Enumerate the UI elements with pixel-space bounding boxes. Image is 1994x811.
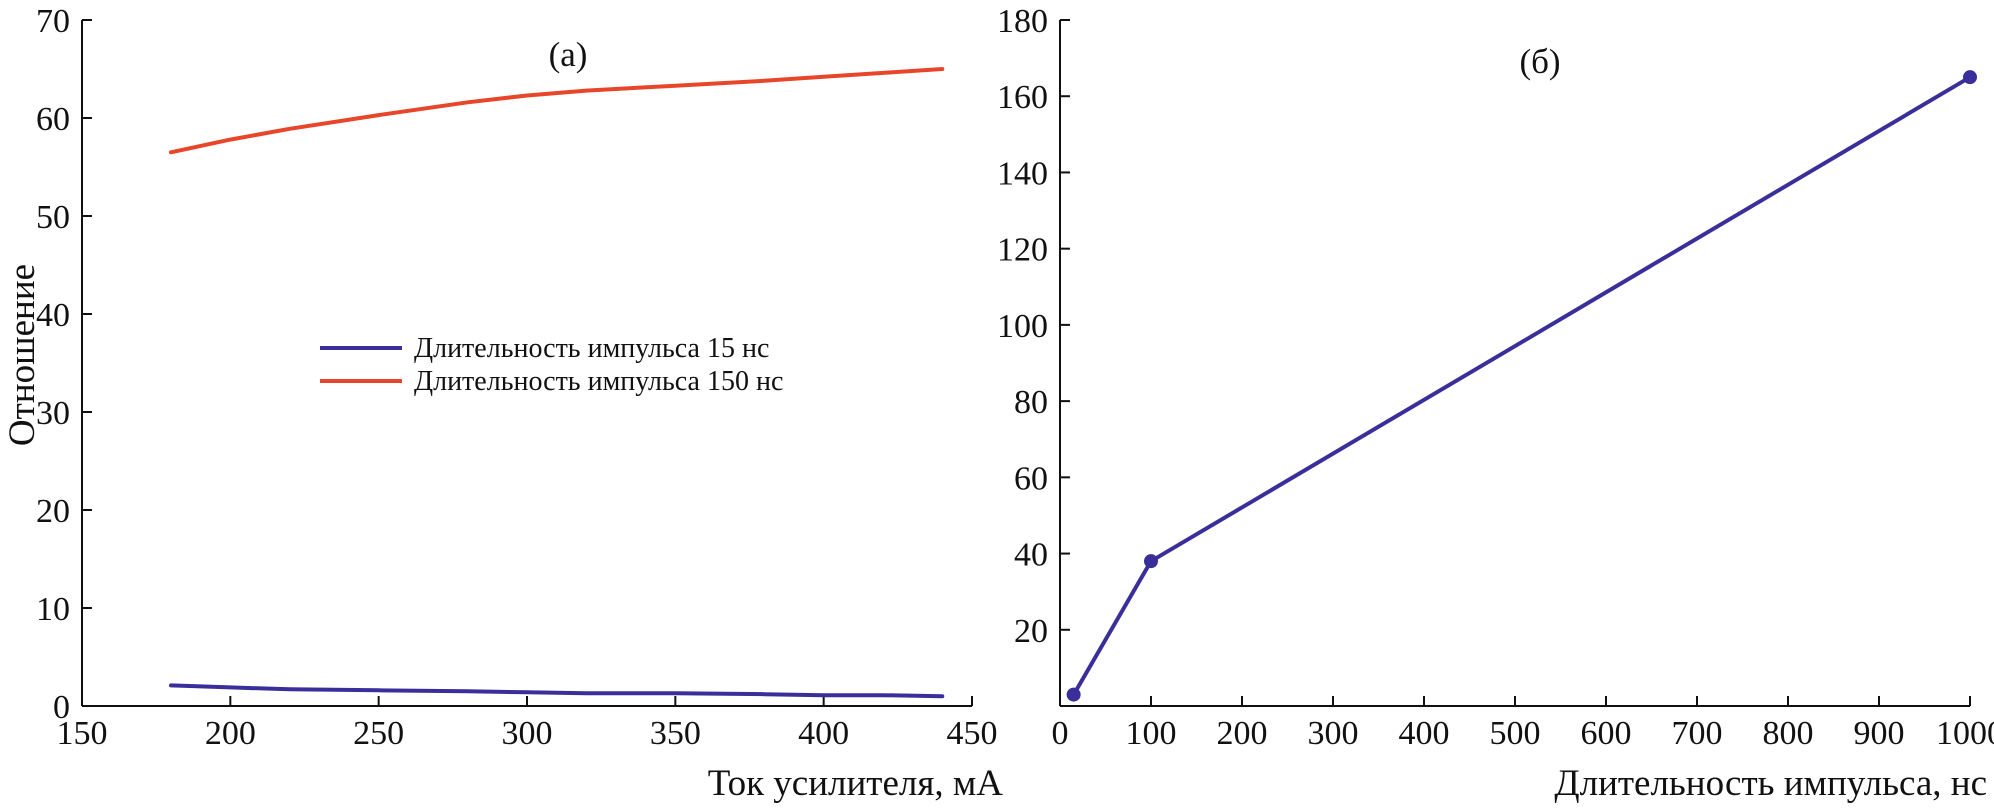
- x-tick-label: 400: [798, 715, 849, 752]
- x-tick-label: 150: [57, 715, 108, 752]
- panel-b-series: [1066, 70, 1977, 702]
- x-tick-label: 250: [353, 715, 404, 752]
- data-point: [1066, 687, 1081, 702]
- panel-a-y-axis-title: Отношение: [2, 264, 43, 446]
- x-tick-label: 800: [1763, 715, 1814, 752]
- panel-a-legend: Длительность импульса 15 нс Длительность…: [320, 333, 783, 397]
- chart-panel-b: 20 40 60 80 100 120 140 160 180 0 100 200 300 400 500…: [997, 3, 1994, 804]
- panel-b-y-ticks: 20 40 60 80 100 120 140 160 180: [997, 3, 1070, 650]
- y-tick-label: 20: [1014, 613, 1048, 650]
- x-tick-label: 0: [1052, 715, 1069, 752]
- y-tick-label: 40: [36, 297, 70, 334]
- panel-b-x-axis-title: Длительность импульса, нс: [1554, 763, 1987, 804]
- y-tick-label: 100: [997, 308, 1048, 345]
- x-tick-label: 1000: [1936, 715, 1994, 752]
- y-tick-label: 20: [36, 493, 70, 530]
- x-tick-label: 500: [1490, 715, 1541, 752]
- panel-a-label: (а): [549, 35, 588, 74]
- x-tick-label: 400: [1399, 715, 1450, 752]
- series-line-b-0: [1071, 75, 1972, 697]
- panel-b-x-ticks: 0 100 200 300 400 500 600 700 800 900 1000: [1052, 696, 1994, 752]
- y-tick-label: 160: [997, 79, 1048, 116]
- y-tick-label: 80: [1014, 384, 1048, 421]
- panel-b-axes: [1059, 20, 1970, 707]
- panel-b-label: (б): [1519, 42, 1560, 81]
- legend-label-15ns: Длительность импульса 15 нс: [414, 333, 769, 364]
- x-tick-label: 300: [502, 715, 553, 752]
- x-tick-label: 600: [1581, 715, 1632, 752]
- y-tick-label: 0: [53, 689, 70, 726]
- y-tick-label: 60: [36, 101, 70, 138]
- y-tick-label: 180: [997, 3, 1048, 40]
- x-tick-label: 350: [650, 715, 701, 752]
- series-line-a-1: [169, 67, 945, 155]
- y-tick-label: 70: [36, 3, 70, 40]
- x-tick-label: 200: [205, 715, 256, 752]
- data-point: [1144, 554, 1158, 569]
- x-tick-label: 100: [1126, 715, 1177, 752]
- panel-a-y-ticks: 0 10 20 30 40 50 60 70: [36, 3, 92, 726]
- y-tick-label: 140: [997, 155, 1048, 192]
- panel-a-x-ticks: 150 200 250 300 350 400 450: [57, 696, 998, 752]
- x-tick-label: 700: [1672, 715, 1723, 752]
- y-tick-label: 30: [36, 395, 70, 432]
- series-line-a-0: [169, 683, 945, 699]
- legend-label-150ns: Длительность импульса 150 нс: [414, 366, 783, 397]
- y-tick-label: 10: [36, 591, 70, 628]
- y-tick-label: 40: [1014, 537, 1048, 574]
- chart-panel-a: 0 10 20 30 40 50 60 70 150 200 250 300 350 400 450 (а…: [2, 3, 1003, 804]
- x-tick-label: 200: [1217, 715, 1268, 752]
- x-tick-label: 450: [947, 715, 998, 752]
- panel-a-series: [169, 67, 945, 699]
- y-tick-label: 50: [36, 199, 70, 236]
- x-tick-label: 300: [1308, 715, 1359, 752]
- y-tick-label: 60: [1014, 460, 1048, 497]
- y-tick-label: 120: [997, 232, 1048, 269]
- data-point: [1963, 70, 1977, 85]
- panel-a-x-axis-title: Ток усилителя, мА: [708, 763, 1004, 804]
- x-tick-label: 900: [1854, 715, 1905, 752]
